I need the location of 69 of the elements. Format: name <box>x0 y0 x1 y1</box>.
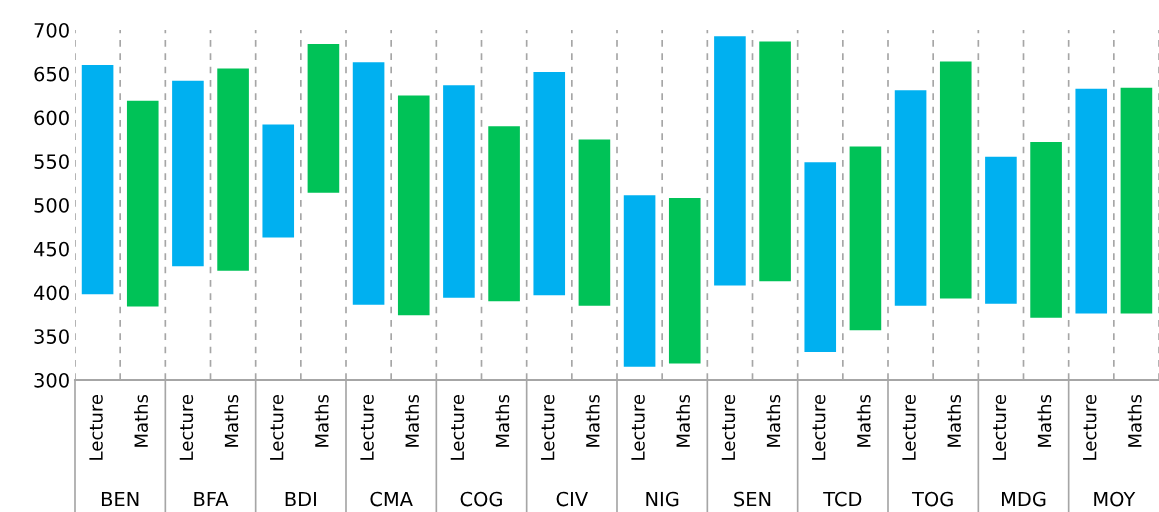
bar <box>217 68 249 271</box>
x-tick-label: MOY <box>1094 491 1136 507</box>
bar <box>759 41 791 282</box>
x-tick-label: CMA <box>370 491 413 507</box>
bar <box>352 62 385 305</box>
bar <box>81 65 114 295</box>
bar <box>578 139 611 306</box>
y-tick-label: 400 <box>33 285 69 301</box>
bar <box>1030 142 1062 318</box>
text: Maths <box>856 394 871 447</box>
x-tick-label: COG <box>460 491 502 507</box>
text: Lecture <box>89 394 103 460</box>
bar <box>804 162 837 352</box>
text: Lecture <box>541 394 555 460</box>
bar <box>172 80 204 267</box>
text: Maths <box>314 394 329 447</box>
x-tick-label: TOG <box>911 491 953 507</box>
text: Maths <box>495 394 510 447</box>
bar <box>488 126 520 302</box>
bar <box>1075 88 1108 314</box>
bar <box>714 36 746 286</box>
text: Lecture <box>360 394 374 460</box>
text: Lecture <box>992 394 1007 460</box>
y-tick-label: 450 <box>33 241 69 257</box>
y-tick-label: 300 <box>34 372 69 388</box>
text: Maths <box>766 394 781 447</box>
x-tick-label: BDI <box>285 491 316 507</box>
text: Lecture <box>812 394 826 460</box>
y-tick-label: 700 <box>34 22 69 38</box>
text: Lecture <box>179 394 194 460</box>
text: Maths <box>405 394 419 447</box>
text: Maths <box>224 394 239 447</box>
bar <box>262 124 295 238</box>
bar <box>985 156 1017 304</box>
x-tick-label: TCD <box>823 491 862 507</box>
text: Lecture <box>450 394 465 460</box>
bar <box>939 61 972 299</box>
x-tick-label: CIV <box>556 491 588 507</box>
bar <box>894 90 927 306</box>
text: Maths <box>1037 394 1052 447</box>
bar <box>1120 87 1153 314</box>
y-tick-label: 650 <box>34 66 69 82</box>
bar <box>126 100 159 307</box>
text: Lecture <box>902 394 916 460</box>
text: Maths <box>947 394 961 447</box>
text: Maths <box>134 394 148 447</box>
y-tick-label: 550 <box>34 154 69 169</box>
text: Lecture <box>721 394 736 460</box>
text: Maths <box>585 394 600 447</box>
bar <box>307 44 340 193</box>
bar <box>623 195 656 367</box>
bar <box>443 85 475 298</box>
x-tick-label: NIG <box>646 491 679 507</box>
text: Maths <box>1127 394 1142 447</box>
y-tick-label: 600 <box>34 110 69 126</box>
y-tick-label: 350 <box>34 329 69 344</box>
bar <box>533 72 566 296</box>
x-tick-label: MDG <box>1002 491 1046 507</box>
text: Lecture <box>631 394 645 460</box>
bar <box>849 146 882 331</box>
x-tick-label: BFA <box>194 491 229 507</box>
x-tick-label: SEN <box>734 491 771 507</box>
bar <box>668 198 701 364</box>
text: Maths <box>676 394 690 447</box>
bar <box>397 95 430 316</box>
text: Lecture <box>270 394 284 460</box>
y-tick-label: 500 <box>34 197 69 213</box>
text: Lecture <box>1083 394 1097 460</box>
x-tick-label: BEN <box>101 491 139 507</box>
